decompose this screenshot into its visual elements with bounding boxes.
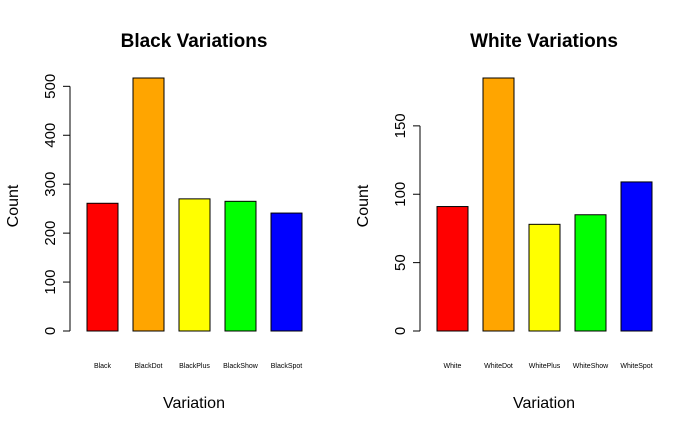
bar-blackspot <box>270 212 303 332</box>
category-label: White <box>444 363 462 370</box>
y-tick-label: 50 <box>392 254 409 271</box>
y-axis: 0 100 200 300 400 500 <box>42 74 71 335</box>
bar-blackplus <box>178 198 211 332</box>
y-tick-label: 150 <box>392 113 409 138</box>
y-tick-label: 100 <box>392 182 409 207</box>
category-label: Black <box>94 363 112 370</box>
y-tick-label: 400 <box>42 123 59 148</box>
bars <box>86 77 303 332</box>
bar-whitespot <box>620 181 653 332</box>
bar-blackdot <box>132 77 165 332</box>
category-label: WhiteDot <box>484 363 513 370</box>
y-tick-label: 300 <box>42 172 59 197</box>
x-axis-label: Variation <box>513 395 575 412</box>
category-label: BlackPlus <box>179 363 210 370</box>
y-tick-label: 0 <box>42 327 59 335</box>
category-label: BlackSpot <box>271 363 303 370</box>
y-tick-label: 200 <box>42 221 59 246</box>
category-labels: White WhiteDot WhitePlus WhiteShow WhiteSpot <box>444 363 653 370</box>
category-labels: Black BlackDot BlackPlus BlackShow BlackSpot <box>94 363 302 370</box>
bars <box>436 77 653 332</box>
bar-whitedot <box>482 77 515 332</box>
bar-black <box>86 202 119 332</box>
y-axis: 0 50 100 150 <box>392 113 421 335</box>
bar-whiteshow <box>574 214 607 332</box>
y-axis-label: Count <box>355 184 372 227</box>
bar-whiteplus <box>528 223 561 332</box>
bar-blackshow <box>224 200 257 332</box>
bar-white <box>436 206 469 332</box>
x-axis-label: Variation <box>163 395 225 412</box>
white-variations-panel: White Variations Variation Count 0 50 100 1… <box>355 31 653 412</box>
category-label: WhiteShow <box>573 363 609 370</box>
y-tick-label: 100 <box>42 270 59 295</box>
category-label: WhitePlus <box>529 363 561 370</box>
category-label: WhiteSpot <box>620 363 652 370</box>
chart-title: Black Variations <box>121 31 268 52</box>
black-variations-panel: Black Variations Variation Count 0 100 200… <box>5 31 303 412</box>
chart-title: White Variations <box>470 31 618 52</box>
category-label: BlackShow <box>223 363 259 370</box>
y-tick-label: 500 <box>42 74 59 99</box>
category-label: BlackDot <box>134 363 162 370</box>
y-axis-label: Count <box>5 184 22 227</box>
y-tick-label: 0 <box>392 327 409 335</box>
